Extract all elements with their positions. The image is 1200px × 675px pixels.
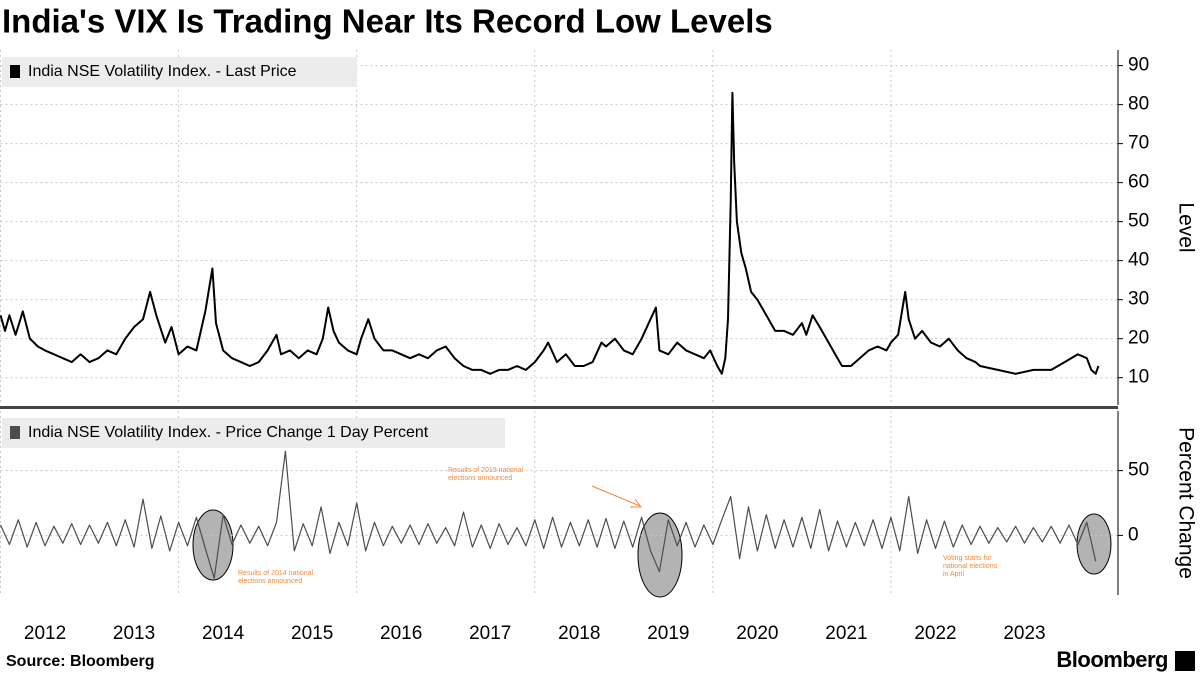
highlight-ellipse (1076, 513, 1112, 575)
y-tick-label: 30 (1128, 289, 1149, 310)
x-tick-label: 2018 (558, 623, 600, 644)
annotation: elections announced (238, 578, 302, 585)
annotation-arrow (591, 485, 641, 507)
x-tick-label: 2021 (825, 623, 867, 644)
y-tick-label: 0 (1128, 524, 1139, 545)
x-tick-label: 2015 (291, 623, 333, 644)
legend-box (2, 418, 505, 448)
y-tick-label: 60 (1128, 172, 1149, 193)
x-tick-label: 2012 (24, 623, 66, 644)
y-tick-label: 90 (1128, 55, 1149, 76)
y-tick-label: 70 (1128, 133, 1149, 154)
x-tick-label: 2017 (469, 623, 511, 644)
y-tick-label: 80 (1128, 94, 1149, 115)
y-tick-label: 40 (1128, 250, 1149, 271)
y-axis-label: Level (1174, 202, 1197, 252)
x-tick-label: 2020 (736, 623, 778, 644)
series-line (0, 450, 1097, 579)
x-tick-label: 2013 (113, 623, 155, 644)
annotation-arrowhead (630, 498, 642, 508)
annotation: Results of 2019 national (448, 467, 524, 474)
y-tick-label: 50 (1128, 460, 1149, 481)
x-tick-label: 2022 (914, 623, 956, 644)
y-axis-label: Percent Change (1174, 427, 1197, 579)
legend-swatch (10, 426, 20, 439)
legend-label: India NSE Volatility Index. - Price Chan… (28, 424, 429, 441)
annotation: elections announced (448, 475, 512, 482)
source: Source: Bloomberg (6, 653, 154, 670)
y-tick-label: 50 (1128, 211, 1149, 232)
y-tick-label: 20 (1128, 328, 1149, 349)
brand: Bloomberg (1056, 647, 1168, 672)
annotation: in April (943, 571, 964, 578)
x-tick-label: 2019 (647, 623, 689, 644)
legend-label: India NSE Volatility Index. - Last Price (28, 63, 297, 80)
annotation: national elections (943, 563, 998, 570)
series-line (0, 91, 1100, 375)
chart-title: India's VIX Is Trading Near Its Record L… (2, 3, 773, 40)
legend-box (2, 57, 357, 87)
annotation: Voting starts for (943, 555, 992, 562)
x-tick-label: 2016 (380, 623, 422, 644)
annotation: Results of 2014 national (238, 570, 314, 577)
y-tick-label: 10 (1128, 367, 1149, 388)
x-tick-label: 2014 (202, 623, 245, 644)
highlight-ellipse (637, 512, 683, 598)
legend-swatch (10, 65, 20, 78)
brand-icon (1175, 651, 1195, 671)
x-tick-label: 2023 (1003, 623, 1045, 644)
highlight-ellipse (192, 509, 234, 581)
